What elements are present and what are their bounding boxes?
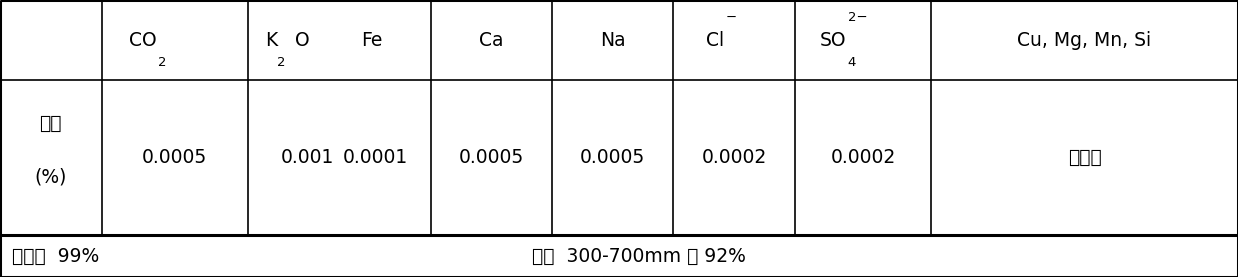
Text: O: O (295, 31, 310, 50)
Text: 0.0002: 0.0002 (702, 148, 766, 167)
Text: Ca: Ca (479, 31, 504, 50)
Text: 0.0005: 0.0005 (142, 148, 207, 167)
Text: Fe: Fe (361, 31, 383, 50)
Text: −: − (725, 11, 737, 24)
Text: 2: 2 (277, 56, 286, 69)
Text: K: K (265, 31, 277, 50)
Text: Na: Na (600, 31, 625, 50)
Text: 2: 2 (158, 56, 167, 69)
Text: 透光率  99%: 透光率 99% (12, 247, 99, 266)
Text: 0.0005: 0.0005 (459, 148, 524, 167)
Text: 4: 4 (848, 56, 857, 69)
Text: SO: SO (820, 31, 847, 50)
Text: 0.0001: 0.0001 (343, 148, 409, 167)
Text: (%): (%) (35, 167, 67, 186)
Text: Cu, Mg, Mn, Si: Cu, Mg, Mn, Si (1018, 31, 1151, 50)
Text: 含量: 含量 (40, 114, 62, 133)
Text: 0.0002: 0.0002 (831, 148, 895, 167)
Text: 粒度  300-700mm 占 92%: 粒度 300-700mm 占 92% (532, 247, 747, 266)
Text: 0.001: 0.001 (281, 148, 334, 167)
Text: Cl: Cl (707, 31, 724, 50)
Text: 0.0005: 0.0005 (581, 148, 645, 167)
Text: CO: CO (130, 31, 157, 50)
Text: 未测出: 未测出 (1067, 148, 1102, 167)
Text: 2−: 2− (848, 11, 868, 24)
